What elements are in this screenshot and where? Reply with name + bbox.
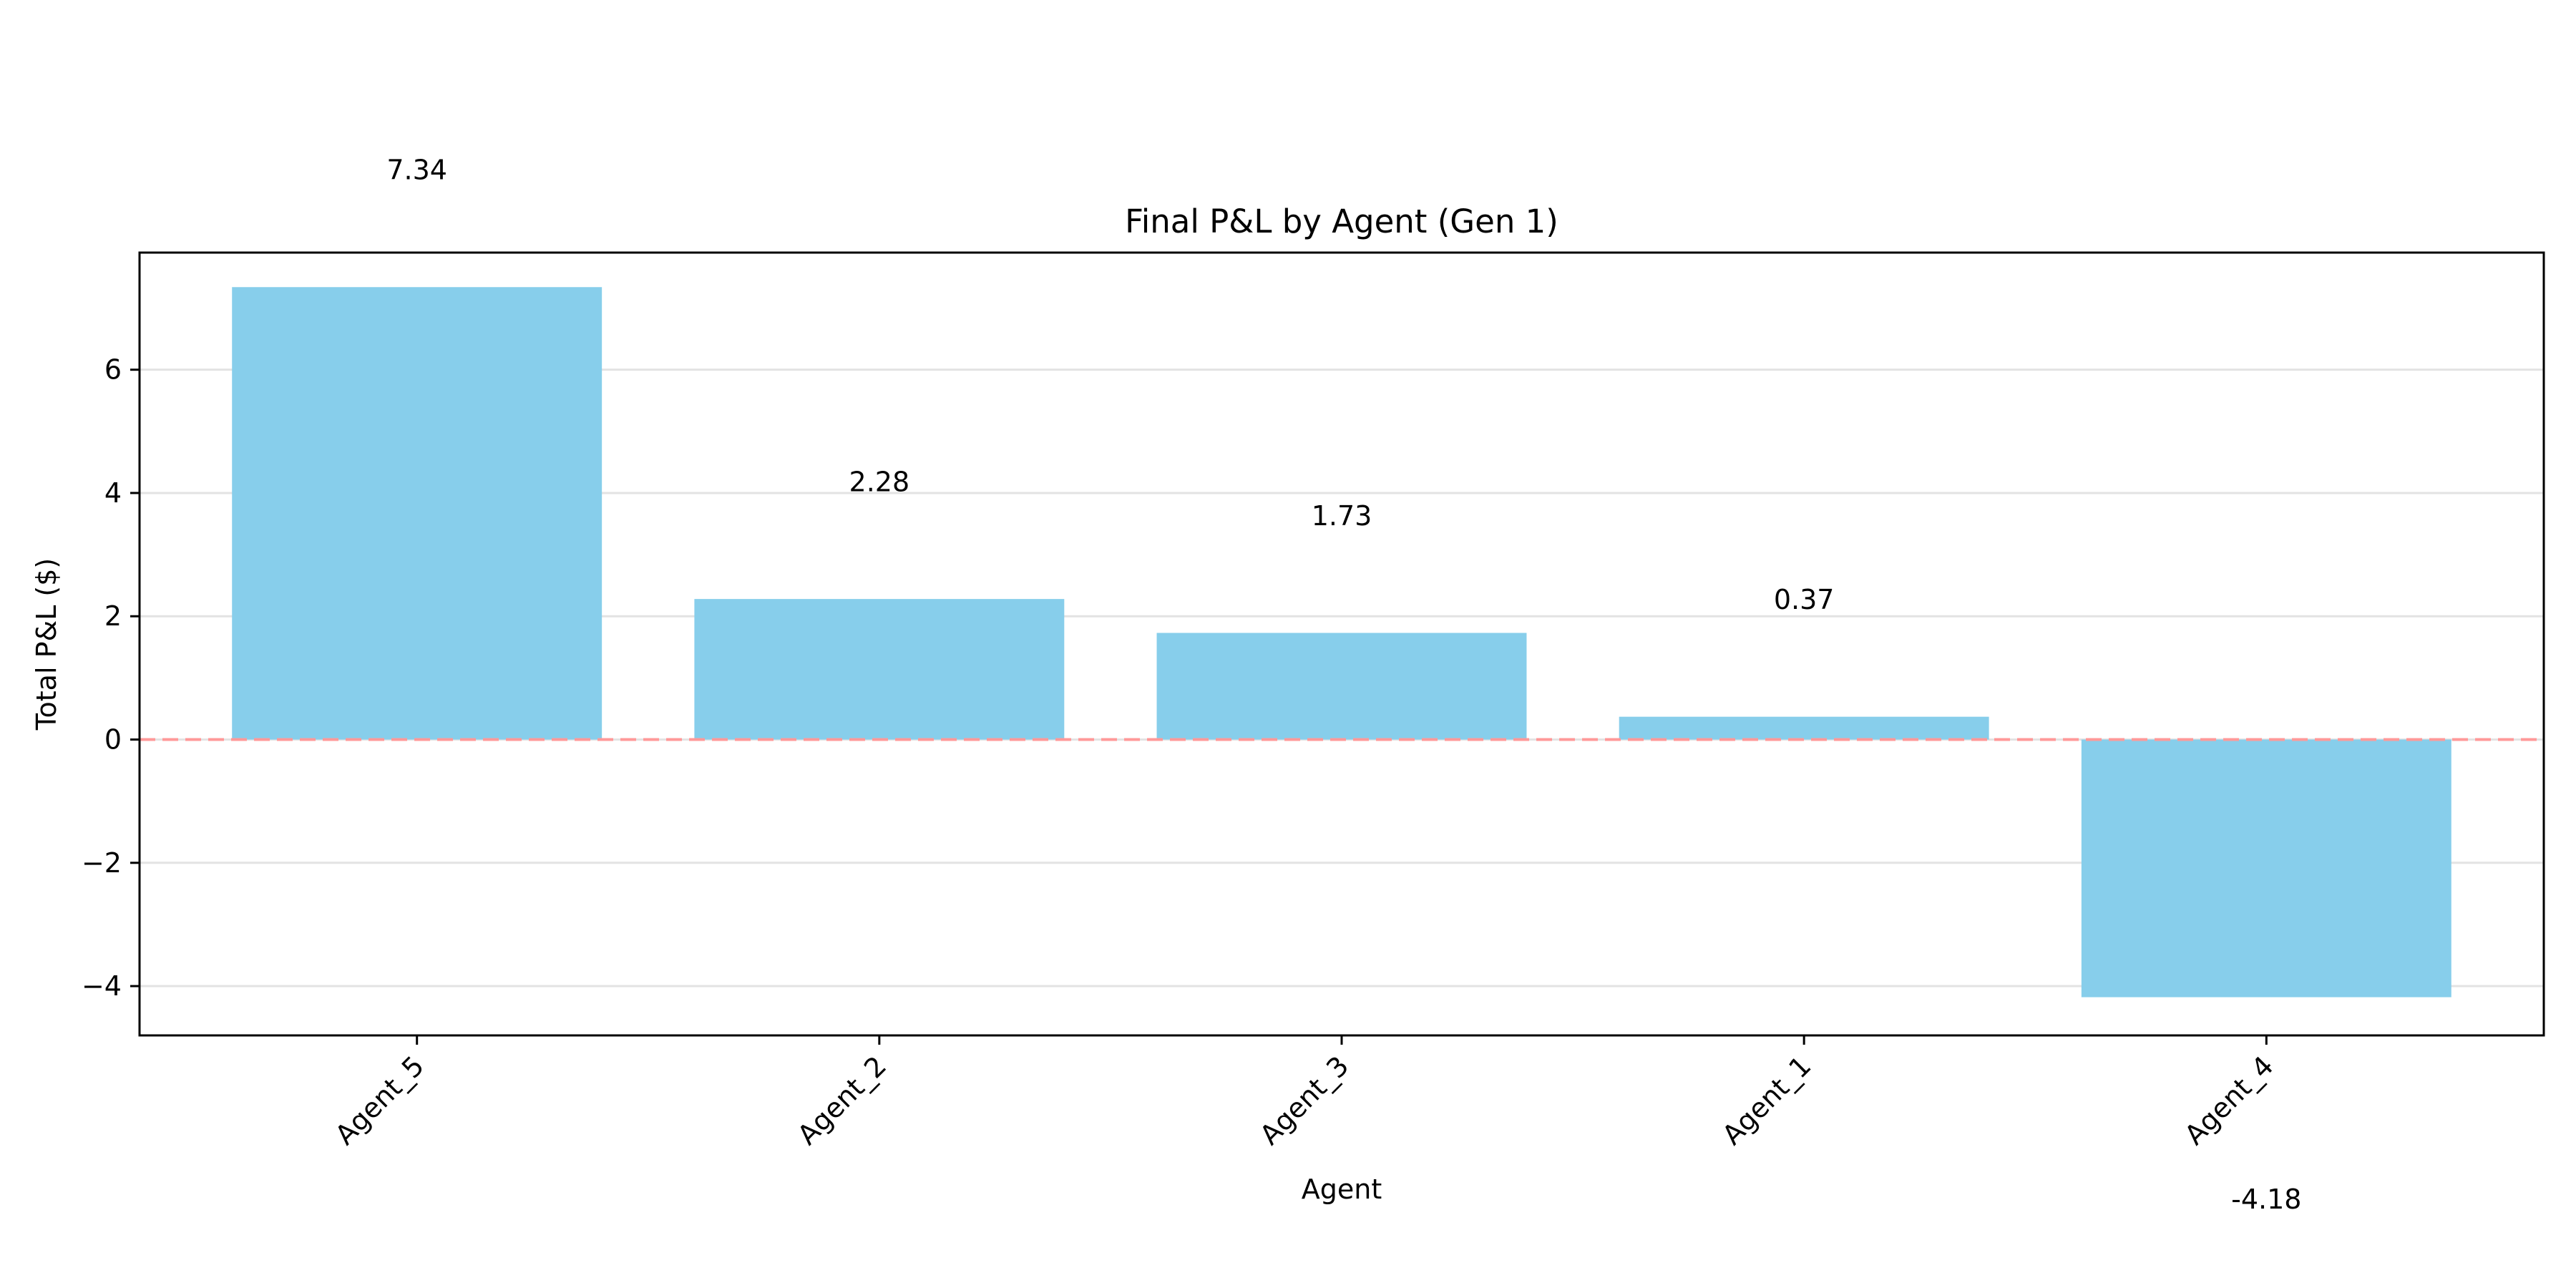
data-labels: 7.34 2.28 1.73 0.37 -4.18 (386, 155, 2301, 1215)
y-axis-label: Total P&L ($) (31, 558, 62, 731)
y-tick-label: 0 (104, 724, 122, 756)
bar-agent-5 (232, 287, 602, 740)
bar-agent-4 (2081, 739, 2451, 997)
y-axis-ticks: −4 −2 0 2 4 6 (82, 354, 140, 1002)
bar-agent-2 (694, 599, 1065, 740)
bars (232, 287, 2451, 997)
y-tick-label: 2 (104, 600, 122, 632)
data-label: 7.34 (386, 155, 447, 186)
y-tick-label: −2 (82, 847, 122, 879)
data-label: 1.73 (1312, 500, 1372, 532)
data-label: 2.28 (849, 466, 910, 497)
y-tick-label: 6 (104, 354, 122, 386)
bar-agent-3 (1156, 633, 1527, 740)
chart-title: Final P&L by Agent (Gen 1) (1125, 203, 1558, 240)
data-label: -4.18 (2231, 1184, 2301, 1215)
bar-agent-1 (1619, 716, 1989, 740)
y-tick-label: −4 (82, 970, 122, 1002)
y-tick-label: 4 (104, 477, 122, 509)
x-axis-label: Agent (1302, 1174, 1382, 1205)
data-label: 0.37 (1774, 584, 1835, 615)
